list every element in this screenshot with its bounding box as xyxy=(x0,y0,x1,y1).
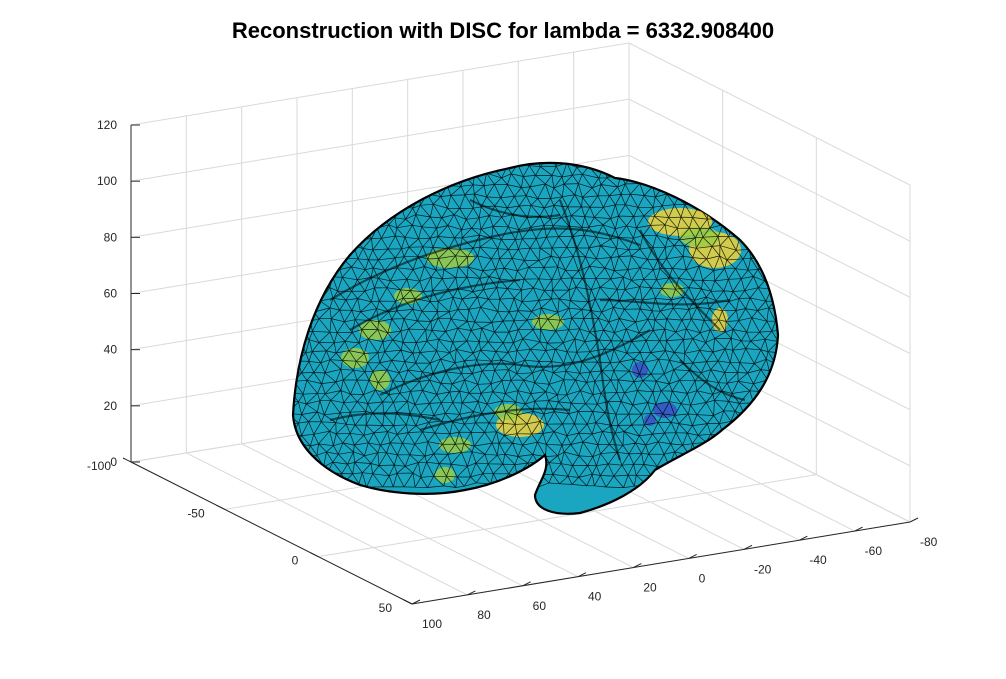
sidewall-gridline-z xyxy=(628,154,911,298)
sulcus-fold xyxy=(329,412,441,422)
x-tick xyxy=(633,563,642,569)
x-tick-label: -40 xyxy=(809,553,827,567)
x-tick-label: 40 xyxy=(588,590,602,604)
z-tick-label: 120 xyxy=(97,118,117,132)
color-patch xyxy=(435,467,455,483)
z-tick-label: 100 xyxy=(97,174,117,188)
x-tick xyxy=(688,553,697,559)
x-tick xyxy=(854,526,863,532)
sulcus-fold xyxy=(639,229,721,331)
brain-surface xyxy=(291,161,780,515)
y-tick-label: 0 xyxy=(292,554,299,568)
x-tick-label: 20 xyxy=(643,581,657,595)
z-tick-label: 40 xyxy=(104,343,118,357)
x-tick xyxy=(909,517,919,523)
backwall-gridline-z xyxy=(130,42,630,126)
x-tick-label: -80 xyxy=(920,535,938,549)
x-tick xyxy=(411,599,421,605)
x-tick-label: 100 xyxy=(422,617,442,631)
sulcus-fold xyxy=(329,227,641,301)
x-tick xyxy=(577,572,587,578)
y-tick-label: 50 xyxy=(379,601,393,615)
z-tick-label: 0 xyxy=(110,455,117,469)
mesh-edges xyxy=(293,162,778,488)
y-axis-line xyxy=(130,461,413,605)
floor-gridline-x xyxy=(241,443,523,587)
sulcus-fold xyxy=(349,278,521,331)
x-tick xyxy=(467,590,476,596)
x-tick xyxy=(743,544,753,550)
x-tick-label: -20 xyxy=(754,562,772,576)
sulcus-fold xyxy=(419,407,571,432)
sidewall-gridline-z xyxy=(628,98,911,242)
x-tick xyxy=(522,581,531,587)
floor-gridline-y xyxy=(318,474,817,558)
color-patch xyxy=(359,320,391,340)
z-tick-label: 60 xyxy=(104,287,118,301)
axes xyxy=(122,124,919,605)
y-tick-label: -100 xyxy=(87,459,111,473)
x-tick-label: 0 xyxy=(699,571,706,585)
backwall-gridline-z xyxy=(130,98,630,182)
sulcus-fold xyxy=(558,199,622,461)
y-tick xyxy=(122,457,132,463)
sulcus-fold xyxy=(469,199,561,218)
y-tick xyxy=(403,599,413,605)
floor-gridline-x xyxy=(186,452,468,596)
x-axis-line xyxy=(411,521,911,605)
sulcus-fold xyxy=(379,329,651,396)
chart-title: Reconstruction with DISC for lambda = 63… xyxy=(231,18,775,43)
x-tick-label: 80 xyxy=(477,608,491,622)
z-tick-label: 80 xyxy=(104,230,118,244)
mesh xyxy=(293,162,778,488)
y-tick-label: -50 xyxy=(187,506,205,520)
sulcus-fold xyxy=(599,298,731,306)
y-tick xyxy=(310,552,319,558)
sidewall-gridline-z xyxy=(628,42,911,186)
color-patch xyxy=(644,414,656,426)
y-tick xyxy=(216,504,225,510)
x-tick xyxy=(799,535,808,541)
z-tick-label: 20 xyxy=(104,399,118,413)
sulcus-fold xyxy=(679,359,746,402)
x-tick-label: 60 xyxy=(533,599,547,613)
tick-labels: 0 20 40 60 80 100 120 -100 -50 0 50 100 80 60 40 20 0 -20… xyxy=(87,118,938,631)
x-tick-label: -60 xyxy=(865,544,883,558)
